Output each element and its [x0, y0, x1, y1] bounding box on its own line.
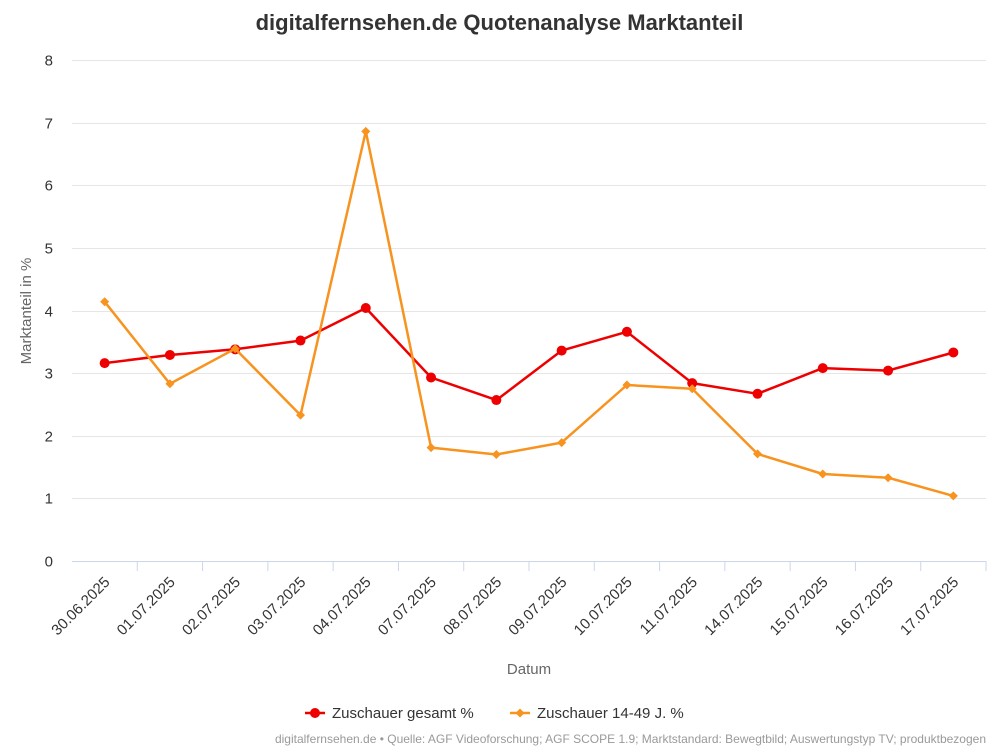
y-tick-label: 4	[45, 304, 53, 321]
x-tick-label: 01.07.2025	[114, 574, 179, 639]
series-1	[99, 302, 959, 406]
legend-marker	[515, 708, 525, 718]
x-tick-label: 08.07.2025	[440, 574, 505, 639]
x-tick-label: 17.07.2025	[897, 574, 962, 639]
series-line	[103, 130, 955, 498]
y-axis-ticks: 0 1 2 3 4 5 6 7 8	[45, 53, 53, 571]
legend-label: Zuschauer 14-49 J. %	[537, 705, 684, 722]
data-point[interactable]	[360, 302, 371, 313]
data-point[interactable]	[753, 449, 762, 459]
x-tick-label: 16.07.2025	[832, 574, 897, 639]
data-point[interactable]	[99, 358, 110, 369]
x-tick-label: 15.07.2025	[767, 574, 832, 639]
data-point[interactable]	[557, 438, 567, 448]
y-tick-label: 7	[45, 116, 53, 133]
x-tick-label: 03.07.2025	[244, 574, 309, 639]
legend[interactable]: Zuschauer gesamt % Zuschauer 14-49 J. %	[305, 705, 684, 722]
data-point[interactable]	[230, 344, 240, 354]
data-point[interactable]	[100, 297, 110, 307]
data-point[interactable]	[164, 349, 175, 360]
y-tick-label: 6	[45, 178, 53, 195]
data-point[interactable]	[491, 395, 502, 406]
data-point[interactable]	[948, 491, 958, 501]
data-point[interactable]	[491, 450, 501, 460]
data-point[interactable]	[948, 347, 959, 358]
data-point[interactable]	[883, 473, 893, 483]
x-tick-label: 30.06.2025	[48, 574, 113, 639]
x-axis-title: Datum	[507, 661, 551, 678]
y-tick-label: 1	[45, 491, 53, 508]
y-axis-title: Marktanteil in %	[18, 258, 35, 365]
data-point[interactable]	[622, 380, 632, 390]
x-axis-ticks: 30.06.2025 01.07.2025 02.07.2025 03.07.2025…	[48, 561, 987, 639]
data-point[interactable]	[295, 335, 306, 346]
data-point[interactable]	[426, 443, 436, 453]
data-point[interactable]	[621, 326, 632, 337]
series-line	[103, 306, 955, 402]
x-tick-label: 07.07.2025	[375, 574, 440, 639]
x-tick-label: 14.07.2025	[701, 574, 766, 639]
data-point[interactable]	[818, 469, 828, 479]
data-point[interactable]	[426, 372, 437, 383]
legend-item[interactable]: Zuschauer gesamt %	[305, 705, 474, 722]
data-point[interactable]	[556, 345, 567, 356]
x-tick-label: 11.07.2025	[637, 574, 701, 638]
y-tick-label: 2	[45, 429, 53, 446]
gridlines	[72, 60, 986, 499]
x-tick-label: 09.07.2025	[505, 574, 570, 639]
data-point[interactable]	[817, 363, 828, 374]
series-2	[100, 126, 958, 501]
y-tick-label: 8	[45, 53, 53, 70]
x-tick-label: 02.07.2025	[179, 574, 244, 639]
data-point[interactable]	[361, 126, 371, 136]
series-group	[99, 126, 959, 501]
legend-label: Zuschauer gesamt %	[332, 705, 474, 722]
x-tick-label: 10.07.2025	[571, 574, 636, 639]
chart-title: digitalfernsehen.de Quotenanalyse Markta…	[256, 10, 744, 35]
legend-marker	[310, 708, 320, 718]
y-tick-label: 5	[45, 241, 53, 258]
data-point[interactable]	[752, 388, 763, 399]
data-point[interactable]	[296, 410, 305, 420]
data-point[interactable]	[165, 379, 175, 389]
y-tick-label: 0	[45, 554, 53, 571]
y-tick-label: 3	[45, 366, 53, 383]
data-point[interactable]	[687, 384, 697, 394]
chart-credits[interactable]: digitalfernsehen.de • Quelle: AGF Videof…	[275, 732, 986, 746]
legend-item[interactable]: Zuschauer 14-49 J. %	[510, 705, 684, 722]
data-point[interactable]	[883, 365, 894, 376]
data-point[interactable]	[687, 378, 698, 389]
x-tick-label: 04.07.2025	[310, 574, 375, 639]
